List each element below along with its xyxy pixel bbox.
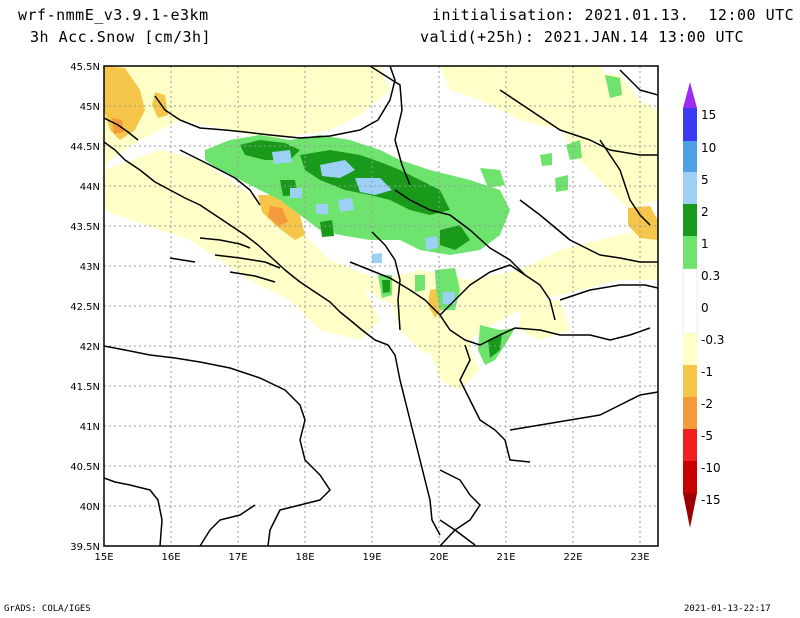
- colorbar-label: -15: [701, 493, 721, 507]
- graticule: [104, 66, 658, 546]
- lon-label: 15E: [94, 552, 113, 563]
- lon-label: 23E: [630, 552, 649, 563]
- lon-label: 18E: [295, 552, 314, 563]
- snow-heavy-areas: [272, 150, 455, 304]
- colorbar-label: 1: [701, 237, 709, 251]
- colorbar-label: 0: [701, 301, 709, 315]
- lat-label: 41N: [80, 422, 100, 433]
- variable-title: 3h Acc.Snow [cm/3h]: [30, 28, 212, 46]
- colorbar-swatch: [683, 365, 697, 397]
- colorbar: [682, 82, 698, 528]
- init-time: initialisation: 2021.01.13. 12:00 UTC: [432, 6, 795, 24]
- colorbar-swatch: [683, 333, 697, 365]
- map-frame: [103, 65, 659, 547]
- colorbar-label: 15: [701, 108, 716, 122]
- colorbar-swatch: [683, 397, 697, 429]
- colorbar-label: 2: [701, 205, 709, 219]
- colorbar-label: 10: [701, 141, 716, 155]
- lon-label: 17E: [228, 552, 247, 563]
- model-title: wrf-nmmE_v3.9.1-e3km: [18, 6, 209, 24]
- lat-label: 43.5N: [70, 222, 100, 233]
- lat-label: 41.5N: [70, 382, 100, 393]
- longitude-labels: 15E 16E 17E 18E 19E 20E 21E 22E 23E: [94, 552, 649, 563]
- colorbar-top-triangle: [683, 82, 697, 108]
- valid-time: valid(+25h): 2021.JAN.14 13:00 UTC: [420, 28, 745, 46]
- colorbar-swatch: [683, 204, 697, 236]
- lat-label: 44.5N: [70, 142, 100, 153]
- colorbar-swatch: [682, 268, 698, 334]
- map-area: [104, 66, 658, 546]
- colorbar-label: 5: [701, 173, 709, 187]
- colorbar-label: 0.3: [701, 269, 720, 283]
- footer-credit: GrADS: COLA/IGES: [4, 604, 91, 614]
- colorbar-label: -1: [701, 365, 713, 379]
- colorbar-label: -2: [701, 397, 713, 411]
- colorbar-bottom-triangle: [683, 493, 697, 528]
- lon-label: 16E: [161, 552, 180, 563]
- lat-label: 42N: [80, 342, 100, 353]
- lon-label: 21E: [496, 552, 515, 563]
- colorbar-swatch: [683, 429, 697, 461]
- lat-label: 39.5N: [70, 542, 100, 553]
- lon-label: 20E: [429, 552, 448, 563]
- colorbar-swatch: [683, 141, 697, 172]
- colorbar-swatch: [683, 172, 697, 204]
- colorbar-swatch: [683, 461, 697, 493]
- colorbar-label: -0.3: [701, 333, 724, 347]
- lat-label: 44N: [80, 182, 100, 193]
- lat-label: 40.5N: [70, 462, 100, 473]
- colorbar-label: -10: [701, 461, 721, 475]
- colorbar-labels: 15 10 5 2 1 0.3 0 -0.3 -1 -2 -5 -10 -15: [701, 108, 724, 507]
- lat-label: 45N: [80, 102, 100, 113]
- colorbar-swatch: [683, 108, 697, 141]
- lat-label: 42.5N: [70, 302, 100, 313]
- lat-label: 45.5N: [70, 62, 100, 73]
- colorbar-swatch: [683, 236, 697, 269]
- lat-label: 40N: [80, 502, 100, 513]
- lon-label: 22E: [563, 552, 582, 563]
- lon-label: 19E: [362, 552, 381, 563]
- footer-timestamp: 2021-01-13-22:17: [684, 604, 771, 614]
- latitude-labels: 45.5N 45N 44.5N 44N 43.5N 43N 42.5N 42N …: [70, 62, 100, 553]
- colorbar-label: -5: [701, 429, 713, 443]
- coastlines-borders: [104, 66, 658, 546]
- lat-label: 43N: [80, 262, 100, 273]
- snow-melt-strong-areas: [112, 118, 288, 226]
